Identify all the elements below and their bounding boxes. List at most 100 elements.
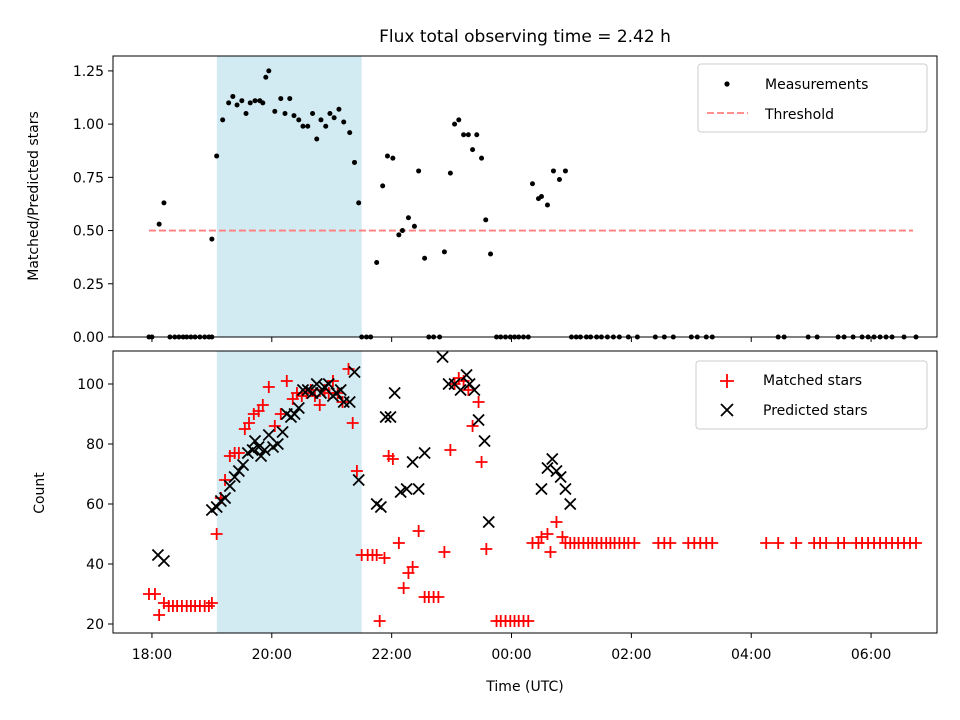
measurement-point — [323, 123, 329, 129]
legend-ratio: Measurements Threshold — [697, 63, 928, 133]
measurement-point — [209, 236, 215, 242]
y-tick-label-count: 60 — [86, 497, 104, 513]
measurement-point — [488, 251, 494, 257]
predicted-star-point — [310, 377, 323, 391]
measurement-point — [461, 132, 467, 138]
panel-ratio: 0.00 0.25 0.50 0.75 1.00 1.25 Matched/Predict… — [26, 55, 938, 346]
matched-star-point — [820, 537, 833, 549]
predicted-star-point — [252, 440, 265, 454]
matched-star-point — [438, 546, 451, 558]
legend-box — [695, 360, 928, 430]
predicted-star-point — [276, 425, 289, 439]
predicted-star-point — [343, 395, 356, 409]
predicted-star-point — [454, 383, 467, 397]
matched-star-point — [406, 561, 419, 573]
matched-star-point — [370, 549, 383, 561]
marks-predicted — [151, 350, 577, 568]
legend-label-threshold: Threshold — [764, 107, 834, 123]
measurement-point — [474, 132, 480, 138]
marks-measurements — [146, 68, 919, 340]
measurement-point — [214, 153, 220, 159]
x-tick-label: 18:00 — [132, 647, 172, 663]
predicted-star-point — [296, 383, 310, 397]
predicted-star-point — [541, 461, 554, 475]
measurement-point — [230, 93, 236, 99]
matched-star-point — [466, 420, 479, 432]
panel-count: 18:00 20:00 22:00 00:00 02:00 04:00 06:00 20 40 6… — [32, 350, 938, 695]
measurement-point — [234, 102, 240, 108]
measurement-point — [447, 170, 453, 176]
matched-star-point — [664, 537, 677, 549]
predicted-star-point — [460, 368, 473, 382]
measurement-point — [399, 228, 405, 234]
x-tick-label: 00:00 — [491, 647, 531, 663]
figure-title: Flux total observing time = 2.42 h — [379, 27, 671, 47]
measurement-point — [220, 117, 226, 123]
matched-star-point — [544, 546, 557, 558]
predicted-star-point — [564, 497, 577, 511]
measurement-point — [300, 123, 306, 129]
legend-marker-measurements — [724, 81, 730, 87]
predicted-star-point — [228, 470, 241, 484]
matched-star-point — [790, 537, 803, 549]
predicted-star-point — [472, 413, 485, 427]
y-tick-label-ratio: 0.50 — [73, 224, 104, 240]
matched-star-point — [256, 399, 269, 411]
matched-star-point — [205, 597, 218, 609]
ylabel-count: Count — [32, 472, 48, 514]
x-tick-label: 22:00 — [371, 647, 411, 663]
matched-star-point — [313, 399, 326, 411]
measurement-point — [336, 106, 342, 112]
matched-star-point — [532, 537, 545, 549]
measurement-point — [483, 217, 489, 223]
measurement-point — [327, 110, 333, 116]
y-tick-label-ratio: 1.00 — [73, 117, 104, 133]
measurement-point — [396, 232, 402, 238]
x-tick-label: 20:00 — [252, 647, 292, 663]
predicted-star-point — [418, 446, 431, 460]
matched-star-point — [550, 516, 563, 528]
measurement-point — [544, 202, 550, 208]
y-tick-label-ratio: 1.25 — [73, 64, 104, 80]
measurement-point — [260, 100, 266, 106]
measurement-point — [456, 117, 462, 123]
matched-star-point — [760, 537, 773, 549]
measurement-point — [278, 96, 284, 102]
marks-matched — [142, 363, 923, 627]
measurement-point — [156, 221, 162, 227]
matched-star-point — [910, 537, 923, 549]
measurement-point — [291, 113, 297, 119]
measurement-point — [405, 215, 411, 221]
matched-star-point — [350, 465, 363, 477]
matched-star-point — [628, 537, 641, 549]
measurement-point — [479, 155, 485, 161]
matched-star-point — [444, 444, 457, 456]
frame-count — [112, 350, 938, 634]
matched-star-point — [556, 531, 569, 543]
matched-star-point — [535, 531, 548, 543]
predicted-star-point — [546, 452, 559, 466]
matched-star-point — [210, 528, 223, 540]
matched-star-point — [772, 537, 785, 549]
predicted-star-point — [478, 434, 491, 448]
measurement-point — [287, 96, 293, 102]
predicted-star-point — [559, 482, 572, 496]
measurement-point — [470, 147, 476, 153]
matched-star-point — [432, 591, 445, 603]
measurement-point — [272, 108, 278, 114]
x-tick-label: 02:00 — [611, 647, 651, 663]
predicted-star-point — [388, 386, 401, 400]
predicted-star-point — [271, 437, 284, 451]
matched-star-point — [243, 417, 256, 429]
matched-star-point — [378, 552, 391, 564]
y-tick-label-count: 20 — [86, 617, 104, 633]
frame-ratio — [112, 55, 938, 338]
predicted-star-point — [535, 482, 548, 496]
measurement-point — [314, 136, 320, 142]
predicted-star-point — [400, 482, 413, 496]
measurement-point — [562, 168, 568, 174]
y-tick-label-ratio: 0.25 — [73, 277, 104, 293]
x-tick-label: 04:00 — [731, 647, 771, 663]
predicted-star-point — [436, 350, 449, 364]
y-tick-label-ratio: 0.00 — [73, 330, 104, 346]
